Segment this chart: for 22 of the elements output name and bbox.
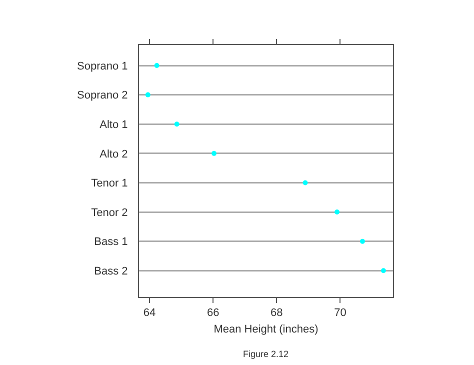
caption: Figure 2.12	[243, 349, 289, 359]
point	[174, 122, 180, 127]
y-tick-label: Alto 1	[100, 118, 128, 131]
point	[360, 238, 365, 244]
y-tick-label: Soprano 2	[77, 90, 128, 102]
x-axis-title: Mean Height (inches)	[214, 323, 318, 336]
point	[302, 180, 308, 186]
x-tick-label: 66	[206, 307, 220, 320]
point	[145, 92, 150, 98]
y-tick-label: Tenor 1	[91, 178, 128, 190]
x-tick-label: 70	[334, 307, 346, 320]
point	[334, 210, 340, 215]
x-tick-label: 64	[143, 307, 156, 320]
x-tick-label: 68	[270, 307, 283, 320]
y-tick-label: Bass 2	[94, 265, 128, 278]
point	[212, 150, 217, 156]
y-tick-label: Tenor 2	[91, 206, 128, 219]
y-tick-label: Bass 1	[94, 236, 128, 248]
point	[380, 268, 386, 274]
y-tick-label: Soprano 1	[77, 60, 128, 72]
point	[154, 63, 160, 68]
y-tick-label: Alto 2	[100, 148, 128, 160]
